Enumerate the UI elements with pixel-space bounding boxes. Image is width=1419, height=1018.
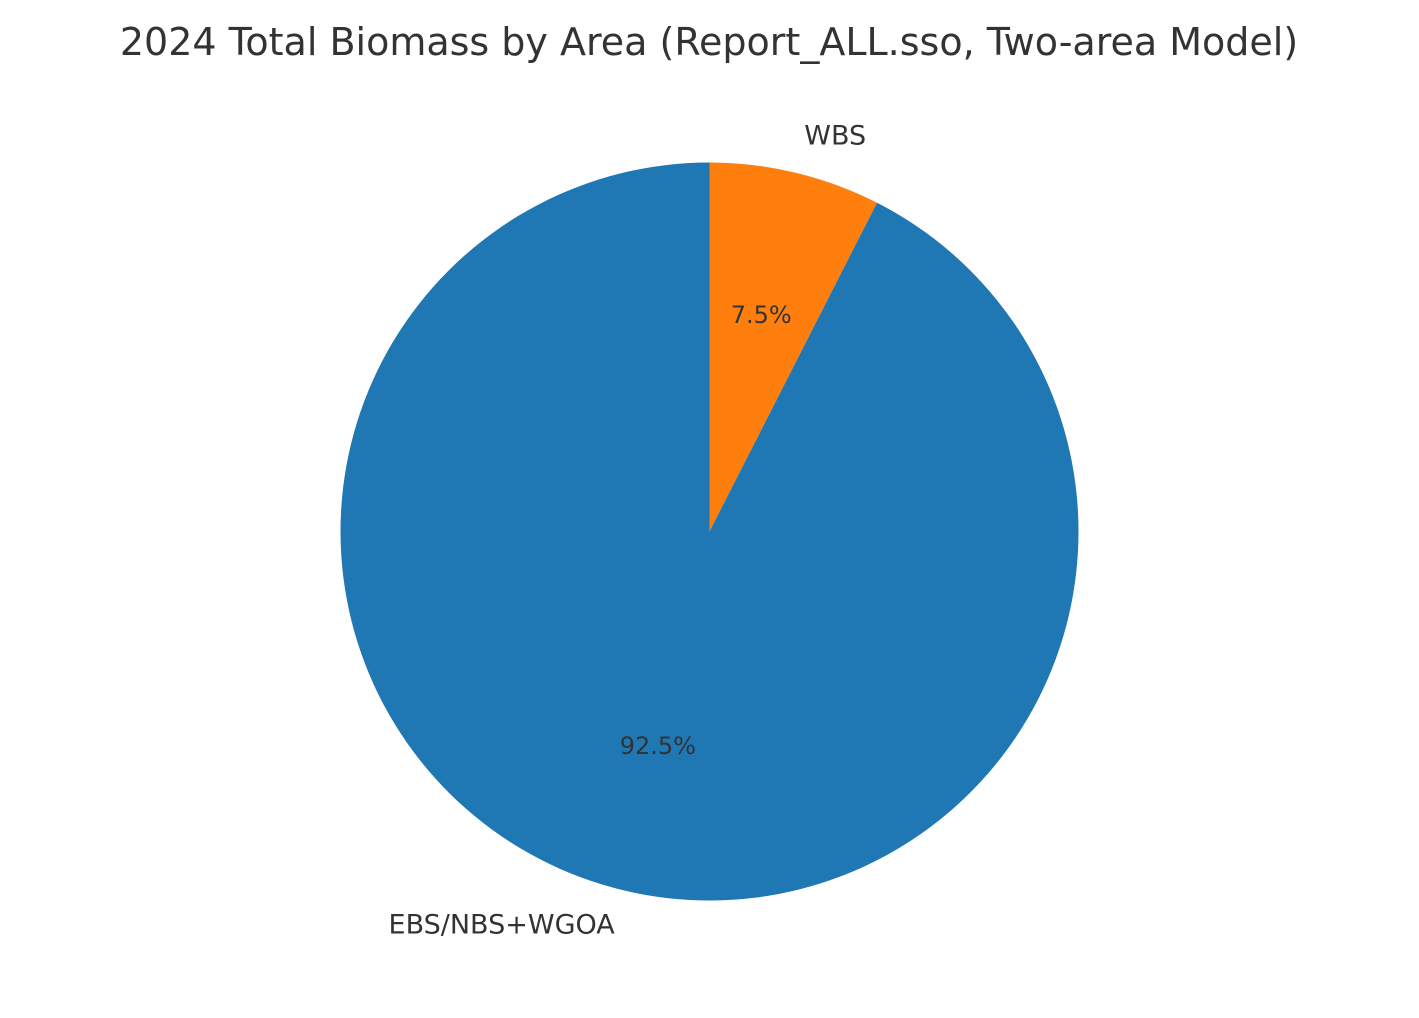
slices-layer	[340, 162, 1079, 901]
slice-percent-wbs: 7.5%	[731, 301, 792, 329]
slice-label-wbs: WBS	[804, 120, 866, 151]
chart-title: 2024 Total Biomass by Area (Report_ALL.s…	[120, 20, 1298, 64]
pie-slice-ebs-nbs-wgoa	[340, 162, 1079, 901]
labels-layer: WBS 7.5% EBS/NBS+WGOA 92.5%	[389, 120, 867, 940]
slice-percent-ebs-nbs-wgoa: 92.5%	[620, 732, 696, 760]
pie-slice-wbs	[709, 162, 878, 532]
slice-label-ebs-nbs-wgoa: EBS/NBS+WGOA	[389, 910, 616, 941]
